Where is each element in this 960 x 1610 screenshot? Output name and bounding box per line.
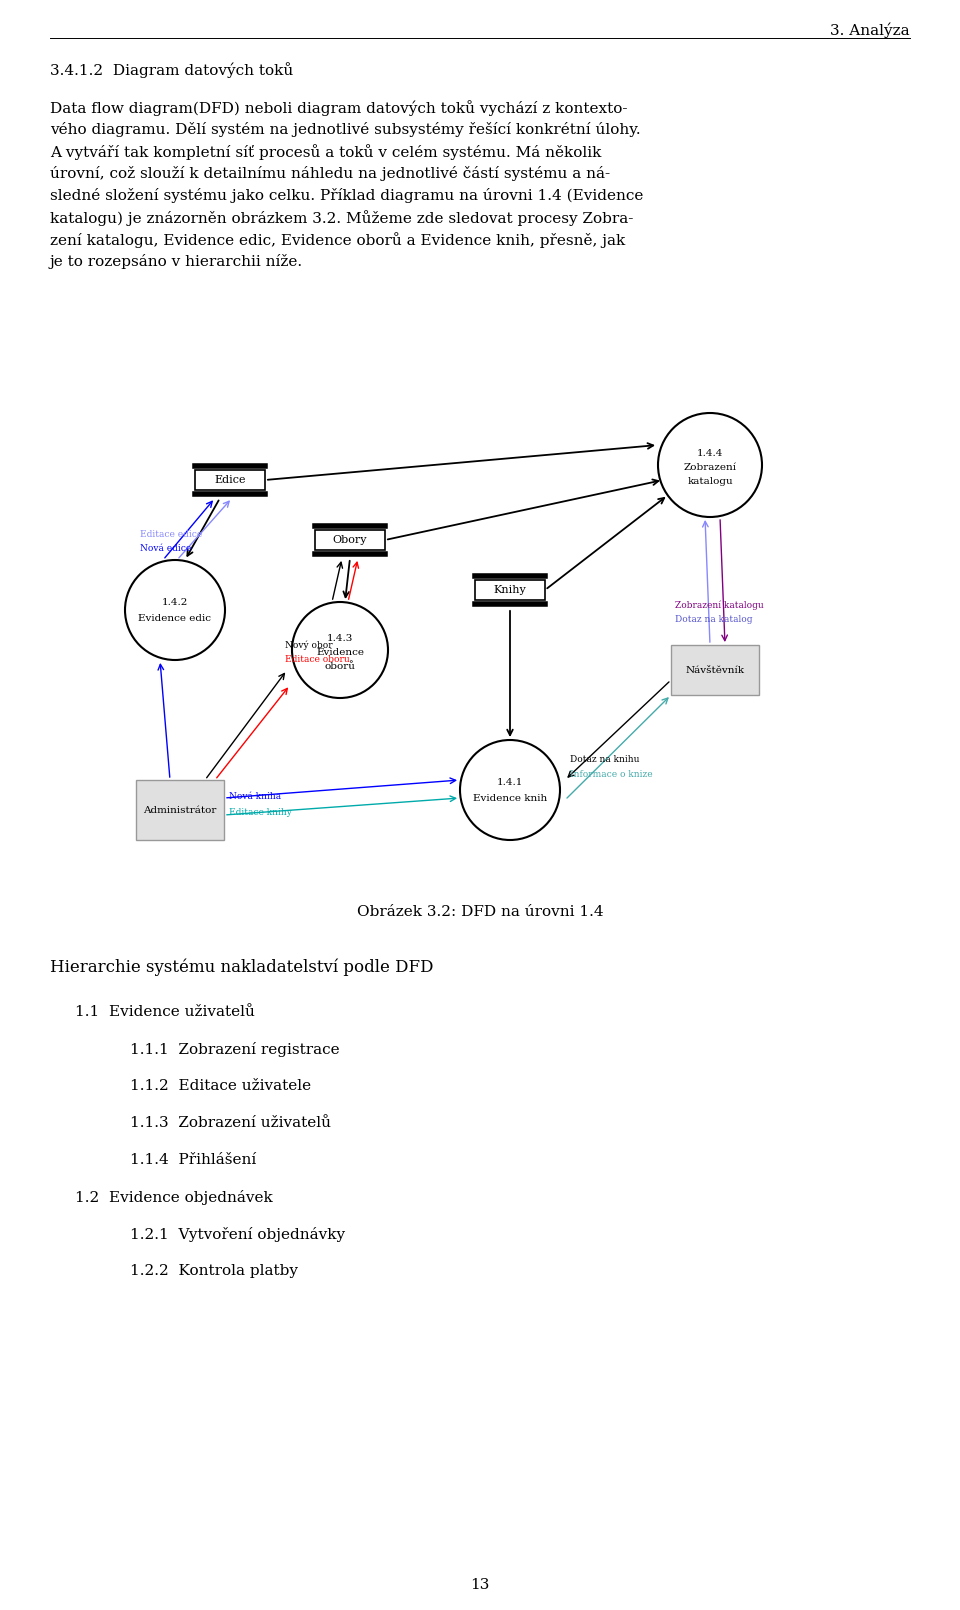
- Text: 13: 13: [470, 1578, 490, 1592]
- Text: 1.1.4  Přihlášení: 1.1.4 Přihlášení: [130, 1153, 256, 1167]
- Text: Editace edice: Editace edice: [140, 530, 203, 539]
- Text: Evidence edic: Evidence edic: [138, 613, 211, 623]
- Text: Dotaz na katalog: Dotaz na katalog: [675, 615, 753, 625]
- Text: zení katalogu, Evidence edic, Evidence oborů a Evidence knih, přesně, jak: zení katalogu, Evidence edic, Evidence o…: [50, 232, 625, 248]
- Text: katalogu) je znázorněn obrázkem 3.2. Můžeme zde sledovat procesy Zobra-: katalogu) je znázorněn obrázkem 3.2. Můž…: [50, 209, 634, 225]
- Circle shape: [125, 560, 225, 660]
- Text: Data flow diagram(DFD) neboli diagram datových toků vychází z kontexto-: Data flow diagram(DFD) neboli diagram da…: [50, 100, 628, 116]
- Bar: [475, 580, 545, 601]
- Text: Evidence: Evidence: [316, 647, 364, 657]
- Text: Evidence knih: Evidence knih: [473, 794, 547, 802]
- Text: 1.4.3: 1.4.3: [326, 633, 353, 642]
- Text: 1.4.4: 1.4.4: [697, 449, 723, 457]
- Text: 1.2.1  Vytvoření objednávky: 1.2.1 Vytvoření objednávky: [130, 1227, 346, 1241]
- Text: oborů: oborů: [324, 662, 355, 670]
- Text: A vytváří tak kompletní síť procesů a toků v celém systému. Má několik: A vytváří tak kompletní síť procesů a to…: [50, 143, 601, 159]
- Text: úrovní, což slouží k detailnímu náhledu na jednotlivé částí systému a ná-: úrovní, což slouží k detailnímu náhledu …: [50, 166, 611, 180]
- Circle shape: [292, 602, 388, 699]
- Bar: [671, 646, 759, 696]
- Text: Editace oboru: Editace oboru: [285, 655, 349, 663]
- Text: 1.2.2  Kontrola platby: 1.2.2 Kontrola platby: [130, 1264, 298, 1278]
- Circle shape: [658, 414, 762, 517]
- Text: Administrátor: Administrátor: [143, 805, 217, 815]
- Text: 1.2  Evidence objednávek: 1.2 Evidence objednávek: [75, 1190, 273, 1204]
- Text: je to rozepsáno v hierarchii níže.: je to rozepsáno v hierarchii níže.: [50, 254, 303, 269]
- Bar: [136, 779, 224, 840]
- Text: Obrázek 3.2: DFD na úrovni 1.4: Obrázek 3.2: DFD na úrovni 1.4: [357, 905, 603, 919]
- Text: 1.1.1  Zobrazení registrace: 1.1.1 Zobrazení registrace: [130, 1042, 340, 1058]
- Text: Návštěvník: Návštěvník: [685, 665, 745, 675]
- Text: sledné složení systému jako celku. Příklad diagramu na úrovni 1.4 (Evidence: sledné složení systému jako celku. Příkl…: [50, 188, 643, 203]
- Text: Zobrazení: Zobrazení: [684, 462, 736, 472]
- Text: Informace o knize: Informace o knize: [570, 770, 653, 779]
- Text: 3. Analýza: 3. Analýza: [830, 23, 910, 37]
- Bar: [315, 530, 385, 551]
- Text: Hierarchie systému nakladatelství podle DFD: Hierarchie systému nakladatelství podle …: [50, 958, 434, 976]
- Text: Knihy: Knihy: [493, 584, 526, 596]
- Text: Nová kniha: Nová kniha: [229, 792, 281, 802]
- Text: 3.4.1.2  Diagram datových toků: 3.4.1.2 Diagram datových toků: [50, 63, 293, 77]
- Text: Editace knihy: Editace knihy: [229, 808, 292, 816]
- Text: Nový obor: Nový obor: [285, 641, 332, 649]
- Text: 1.4.1: 1.4.1: [497, 778, 523, 787]
- Text: Edice: Edice: [214, 475, 246, 485]
- Text: Nová edice: Nová edice: [140, 544, 191, 552]
- Text: 1.1.3  Zobrazení uživatelů: 1.1.3 Zobrazení uživatelů: [130, 1116, 331, 1130]
- Text: 1.1.2  Editace uživatele: 1.1.2 Editace uživatele: [130, 1079, 311, 1093]
- Circle shape: [460, 741, 560, 840]
- Text: Obory: Obory: [333, 535, 368, 546]
- Text: Dotaz na knihu: Dotaz na knihu: [570, 755, 639, 765]
- Text: katalogu: katalogu: [687, 477, 732, 486]
- Text: 1.1  Evidence uživatelů: 1.1 Evidence uživatelů: [75, 1005, 254, 1019]
- Text: 1.4.2: 1.4.2: [162, 597, 188, 607]
- Text: vého diagramu. Dělí systém na jednotlivé subsystémy řešící konkrétní úlohy.: vého diagramu. Dělí systém na jednotlivé…: [50, 122, 640, 137]
- Bar: [195, 470, 265, 489]
- Text: Zobrazení katalogu: Zobrazení katalogu: [675, 601, 764, 610]
